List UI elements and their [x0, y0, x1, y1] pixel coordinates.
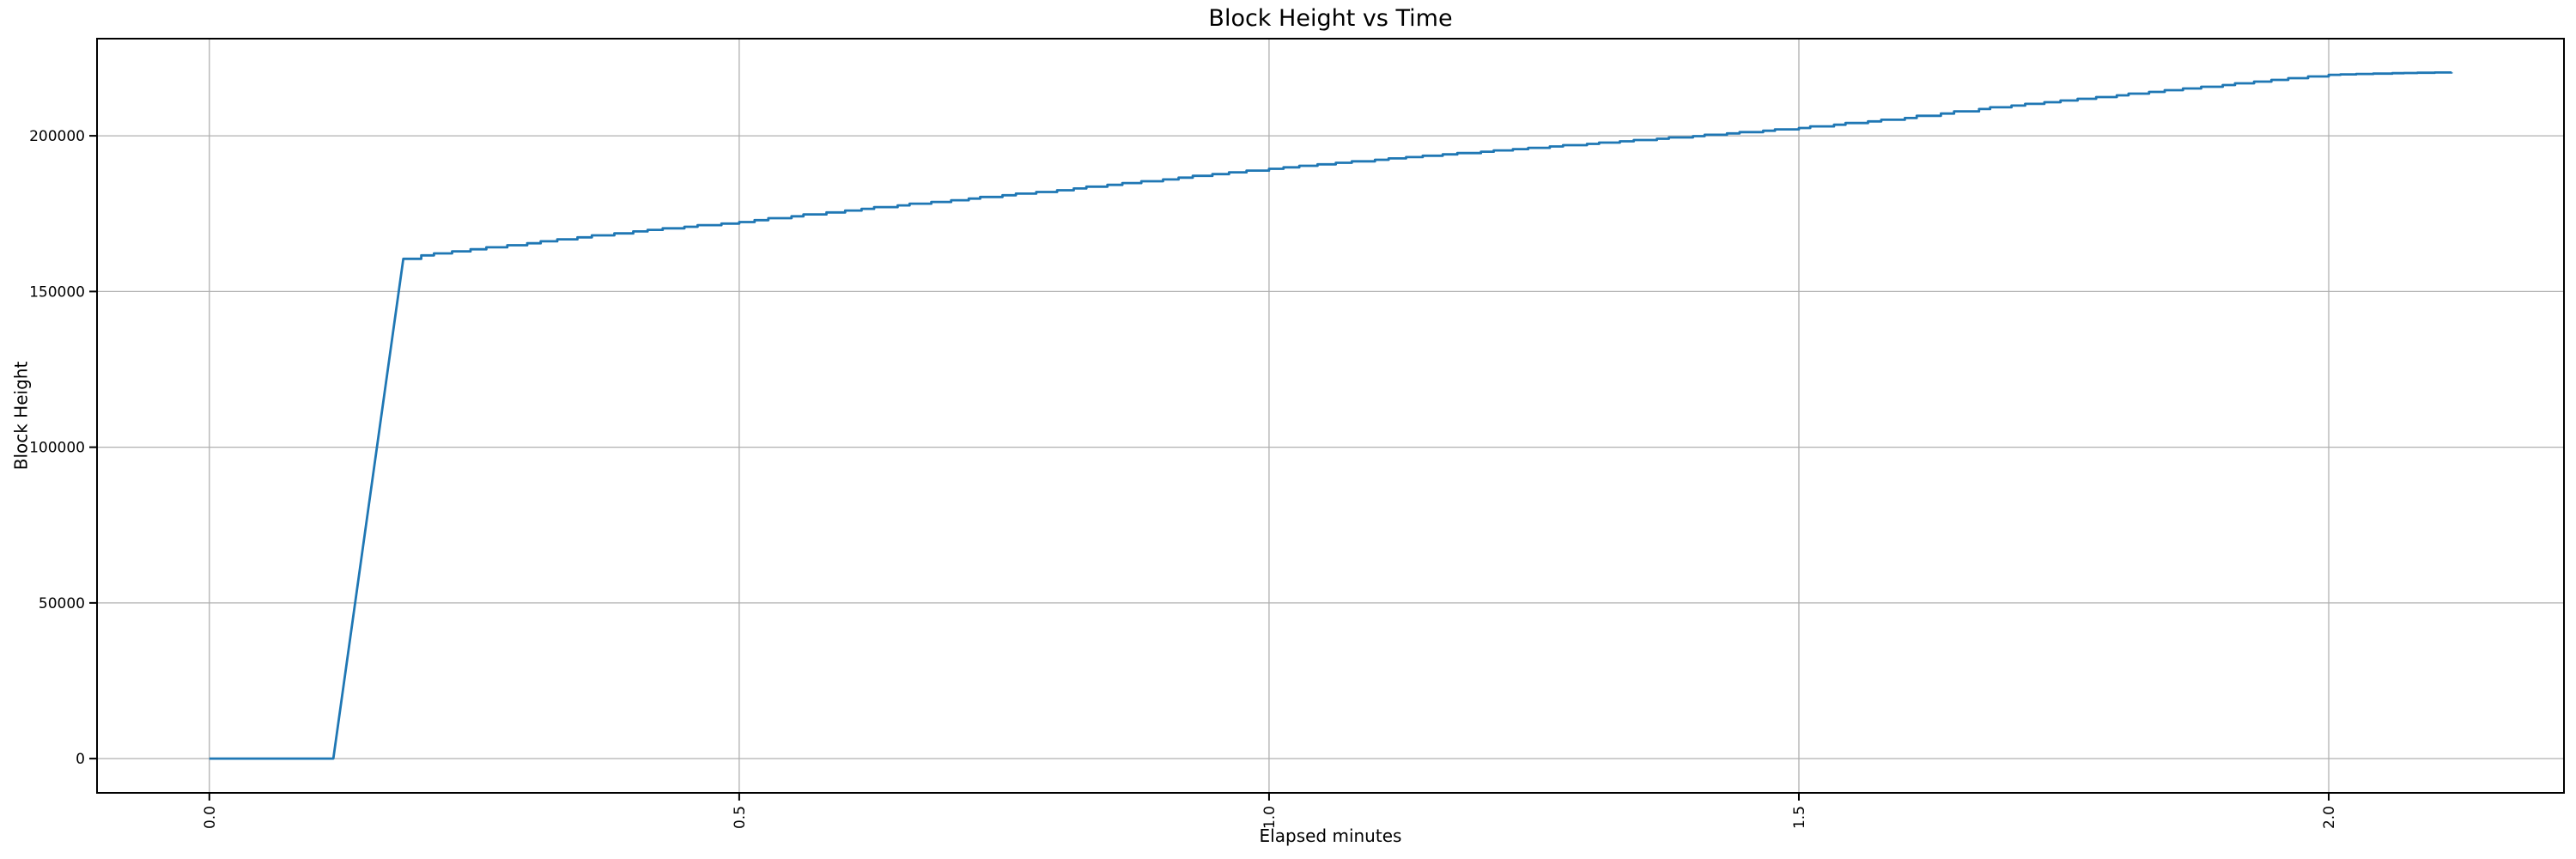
y-tick-label: 200000	[29, 128, 85, 145]
x-tick-label: 0.0	[202, 806, 219, 829]
x-tick-label: 1.0	[1261, 806, 1279, 829]
series-line	[209, 71, 2453, 760]
y-axis-label: Block Height	[10, 361, 31, 471]
chart-title: Block Height vs Time	[1208, 5, 1453, 32]
y-tick-label: 0	[76, 751, 85, 768]
x-tick-label: 2.0	[2321, 806, 2338, 829]
y-tick-label: 100000	[29, 440, 85, 457]
x-tick-label: 1.5	[1791, 806, 1808, 829]
y-tick-label: 150000	[29, 283, 85, 301]
plot-border	[96, 38, 2565, 794]
x-tick-label: 0.5	[732, 806, 749, 829]
x-axis-label: Elapsed minutes	[1259, 825, 1402, 846]
y-tick-label: 50000	[39, 595, 85, 612]
y-axis-label-container: Block Height	[0, 39, 41, 793]
